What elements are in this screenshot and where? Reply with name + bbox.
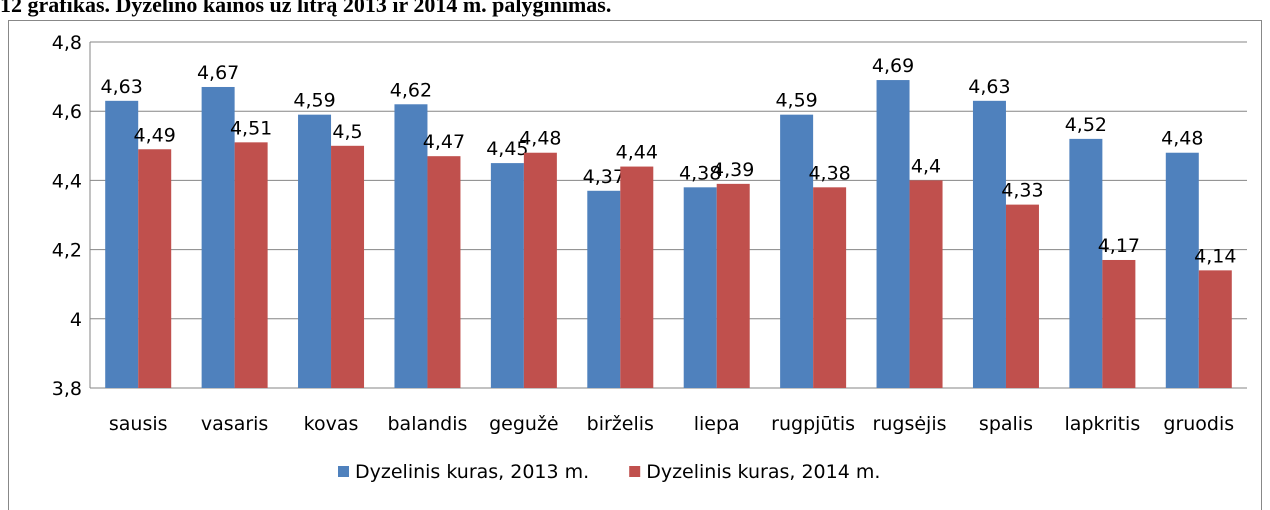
data-label: 4,38 <box>808 162 850 184</box>
x-tick-label: liepa <box>694 413 740 435</box>
x-tick-label: gruodis <box>1163 413 1234 435</box>
bar <box>780 114 814 388</box>
x-tick-label: sausis <box>109 413 168 435</box>
data-label: 4,14 <box>1194 245 1236 267</box>
x-tick-label: birželis <box>587 413 654 435</box>
bar <box>813 187 847 388</box>
y-tick-label: 4,2 <box>52 240 82 262</box>
data-label: 4,63 <box>101 76 143 98</box>
data-label: 4,69 <box>872 55 914 77</box>
x-tick-label: rugpjūtis <box>771 413 855 435</box>
y-tick-label: 4,8 <box>52 32 82 54</box>
chart-border <box>8 20 1262 510</box>
data-label: 4,5 <box>332 121 362 143</box>
data-label: 4,63 <box>968 76 1010 98</box>
data-label: 4,67 <box>197 62 239 84</box>
x-tick-label: gegužė <box>489 413 559 435</box>
data-label: 4,48 <box>519 128 561 150</box>
bar <box>201 86 235 388</box>
bar <box>1069 138 1103 388</box>
bar <box>234 142 268 388</box>
bar <box>298 114 332 388</box>
y-tick-label: 4 <box>70 309 82 331</box>
bar <box>587 190 621 388</box>
legend-swatch <box>629 466 641 477</box>
bar <box>490 163 524 388</box>
x-tick-label: vasaris <box>201 413 268 435</box>
data-label: 4,38 <box>679 162 721 184</box>
data-label: 4,47 <box>423 131 465 153</box>
data-label: 4,51 <box>230 117 272 139</box>
data-label: 4,59 <box>775 90 817 112</box>
data-label: 4,59 <box>293 90 335 112</box>
bar <box>909 180 943 388</box>
data-label: 4,48 <box>1161 128 1203 150</box>
data-label: 4,62 <box>390 79 432 101</box>
bar <box>331 145 365 388</box>
x-tick-label: balandis <box>388 413 468 435</box>
data-label: 4,44 <box>616 142 658 164</box>
bar <box>427 156 461 388</box>
legend-swatch <box>338 466 349 477</box>
y-tick-label: 4,6 <box>52 101 82 123</box>
bar <box>138 149 172 388</box>
data-label: 4,52 <box>1065 114 1107 136</box>
data-label: 4,4 <box>911 155 941 177</box>
bar <box>620 166 654 388</box>
y-tick-label: 3,8 <box>52 378 82 400</box>
x-tick-label: kovas <box>304 413 359 435</box>
data-label: 4,33 <box>1001 180 1043 202</box>
x-tick-label: rugsėjis <box>873 413 947 435</box>
legend-label: Dyzelinis kuras, 2014 m. <box>646 461 880 483</box>
bar <box>105 100 139 388</box>
bar <box>523 152 557 388</box>
data-label: 4,45 <box>486 138 528 160</box>
bar <box>683 187 717 388</box>
bar <box>972 100 1006 388</box>
data-label: 4,37 <box>583 166 625 188</box>
legend-label: Dyzelinis kuras, 2013 m. <box>355 461 589 483</box>
x-tick-label: lapkritis <box>1065 413 1141 435</box>
x-tick-label: spalis <box>979 413 1033 435</box>
bar <box>1102 259 1136 388</box>
bar <box>716 183 750 388</box>
bar <box>394 104 428 388</box>
chart-title: 12 grafikas. Dyzelino kainos už litrą 20… <box>0 0 611 17</box>
bar <box>876 80 910 388</box>
bar <box>1165 152 1199 388</box>
data-label: 4,39 <box>712 159 754 181</box>
data-label: 4,17 <box>1098 235 1140 257</box>
bar <box>1198 270 1232 388</box>
bar <box>1005 204 1039 388</box>
data-label: 4,49 <box>134 124 176 146</box>
y-tick-label: 4,4 <box>52 170 82 192</box>
